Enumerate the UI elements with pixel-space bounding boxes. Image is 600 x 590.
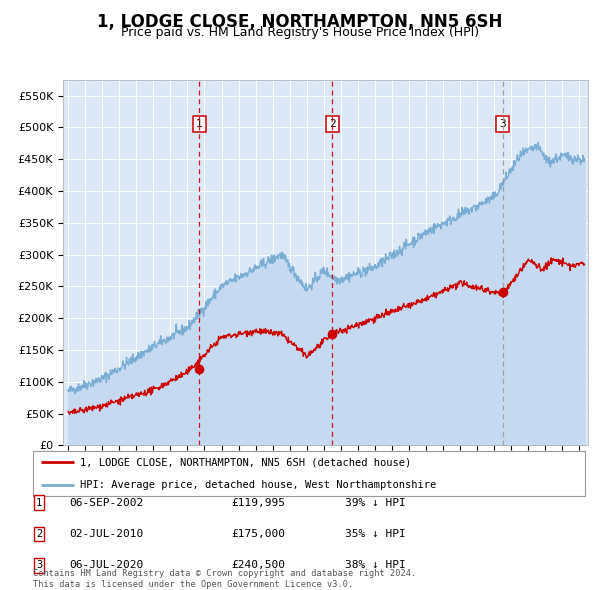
Text: 38% ↓ HPI: 38% ↓ HPI xyxy=(345,560,406,570)
Text: 06-JUL-2020: 06-JUL-2020 xyxy=(69,560,143,570)
Text: 06-SEP-2002: 06-SEP-2002 xyxy=(69,498,143,507)
Text: 02-JUL-2010: 02-JUL-2010 xyxy=(69,529,143,539)
Text: 39% ↓ HPI: 39% ↓ HPI xyxy=(345,498,406,507)
Text: 2: 2 xyxy=(36,529,42,539)
Text: HPI: Average price, detached house, West Northamptonshire: HPI: Average price, detached house, West… xyxy=(80,480,436,490)
Text: £240,500: £240,500 xyxy=(231,560,285,570)
Text: Contains HM Land Registry data © Crown copyright and database right 2024.
This d: Contains HM Land Registry data © Crown c… xyxy=(33,569,416,589)
Text: 3: 3 xyxy=(36,560,42,570)
Text: 2: 2 xyxy=(329,119,335,129)
Text: 1: 1 xyxy=(36,498,42,507)
Text: Price paid vs. HM Land Registry's House Price Index (HPI): Price paid vs. HM Land Registry's House … xyxy=(121,26,479,39)
Text: 1, LODGE CLOSE, NORTHAMPTON, NN5 6SH (detached house): 1, LODGE CLOSE, NORTHAMPTON, NN5 6SH (de… xyxy=(80,457,411,467)
Text: £175,000: £175,000 xyxy=(231,529,285,539)
Text: £119,995: £119,995 xyxy=(231,498,285,507)
Text: 1: 1 xyxy=(196,119,202,129)
Text: 1, LODGE CLOSE, NORTHAMPTON, NN5 6SH: 1, LODGE CLOSE, NORTHAMPTON, NN5 6SH xyxy=(97,13,503,31)
Text: 35% ↓ HPI: 35% ↓ HPI xyxy=(345,529,406,539)
Text: 3: 3 xyxy=(500,119,506,129)
